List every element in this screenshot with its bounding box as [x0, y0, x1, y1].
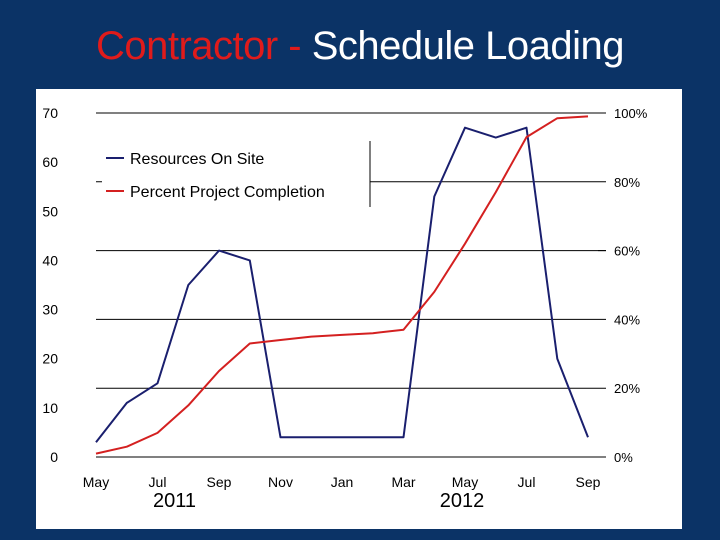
- left-axis-tick-label: 10: [42, 400, 58, 416]
- legend-label: Resources On Site: [130, 151, 264, 168]
- x-axis-tick-label: May: [452, 474, 478, 490]
- x-axis-tick-label: Jul: [518, 474, 536, 490]
- year-label-2011: 2011: [153, 490, 196, 512]
- right-axis-tick-label: 100%: [614, 106, 648, 121]
- x-axis-tick-label: Jul: [149, 474, 167, 490]
- title-contractor: Contractor -: [95, 24, 312, 68]
- slide-title: Contractor - Schedule Loading: [0, 18, 720, 74]
- legend-label: Percent Project Completion: [130, 184, 325, 201]
- left-axis-tick-label: 0: [50, 449, 58, 465]
- year-label-2012: 2012: [440, 490, 485, 512]
- left-axis-tick-label: 70: [42, 105, 58, 121]
- legend-background: [102, 141, 370, 207]
- right-axis-tick-label: 60%: [614, 244, 640, 259]
- series-line-resources-on-site: [95, 126, 589, 443]
- right-axis-tick-label: 20%: [614, 381, 640, 396]
- series-line-percent-project-completion: [95, 115, 589, 455]
- x-axis-tick-label: Mar: [391, 474, 415, 490]
- x-axis-tick-label: Jan: [331, 474, 354, 490]
- chart-panel: 0 10 20 30 40 50 60 70 0% 20% 40% 60% 80% 100% May Jul S…: [36, 89, 682, 529]
- x-axis-tick-label: Sep: [207, 474, 232, 490]
- left-axis-tick-label: 60: [42, 154, 58, 170]
- right-axis-tick-label: 80%: [614, 175, 640, 190]
- schedule-loading-chart: 0 10 20 30 40 50 60 70 0% 20% 40% 60% 80% 100% May Jul S…: [42, 105, 648, 512]
- x-axis-tick-label: Nov: [268, 474, 293, 490]
- title-schedule-loading: Schedule Loading: [311, 24, 625, 68]
- left-axis-tick-label: 50: [42, 203, 58, 219]
- left-axis-tick-label: 30: [42, 302, 58, 318]
- right-axis-tick-label: 0%: [614, 450, 633, 465]
- left-axis-tick-label: 40: [42, 252, 58, 268]
- left-axis-tick-label: 20: [42, 351, 58, 367]
- x-axis-tick-label: May: [83, 474, 109, 490]
- x-axis-tick-label: Sep: [576, 474, 601, 490]
- right-axis-tick-label: 40%: [614, 312, 640, 327]
